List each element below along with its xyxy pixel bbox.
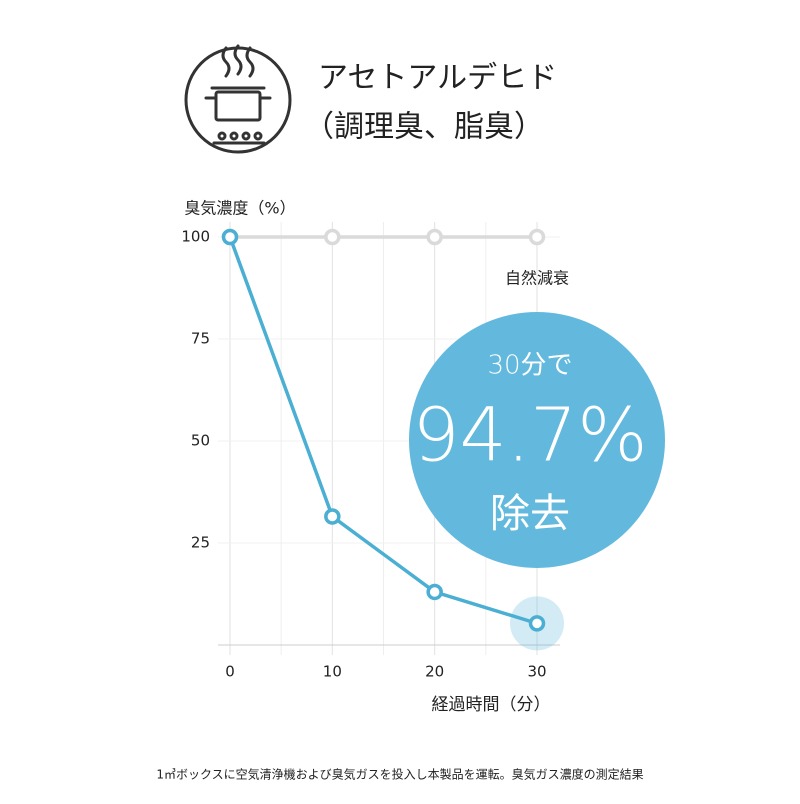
point	[324, 228, 341, 246]
point	[426, 228, 443, 246]
series-line	[228, 236, 538, 626]
chart-title: アセトアルデヒド	[318, 61, 557, 96]
callout-text: 30分で	[487, 351, 572, 381]
x-tick-label: 10	[323, 663, 342, 681]
callout-text: 94.7%	[412, 393, 647, 479]
chart-subtitle: （調理臭、脂臭）	[304, 110, 544, 145]
point	[528, 228, 546, 246]
y-tick-label: 100	[181, 228, 210, 246]
callout-bubble	[409, 312, 665, 568]
point	[528, 615, 546, 632]
y-tick-label: 75	[191, 330, 210, 348]
point	[324, 508, 341, 525]
x-axis-label: 経過時間（分）	[432, 695, 551, 715]
pot-icon	[184, 44, 292, 154]
x-tick-label: 20	[425, 663, 444, 681]
y-tick-label: 25	[191, 534, 210, 552]
series-label: 自然減衰	[505, 269, 569, 288]
y-axis-label: 臭気濃度（%）	[184, 199, 295, 218]
x-tick-label: 30	[527, 663, 546, 681]
callout-text: 除去	[490, 491, 570, 537]
footnote: 1㎥ボックスに空気清浄機および臭気ガスを投入し本製品を運転。臭気ガス濃度の測定結…	[156, 767, 643, 782]
point	[426, 583, 443, 601]
y-tick-label: 50	[191, 432, 210, 450]
x-tick-label: 0	[225, 663, 235, 681]
point	[221, 228, 239, 246]
